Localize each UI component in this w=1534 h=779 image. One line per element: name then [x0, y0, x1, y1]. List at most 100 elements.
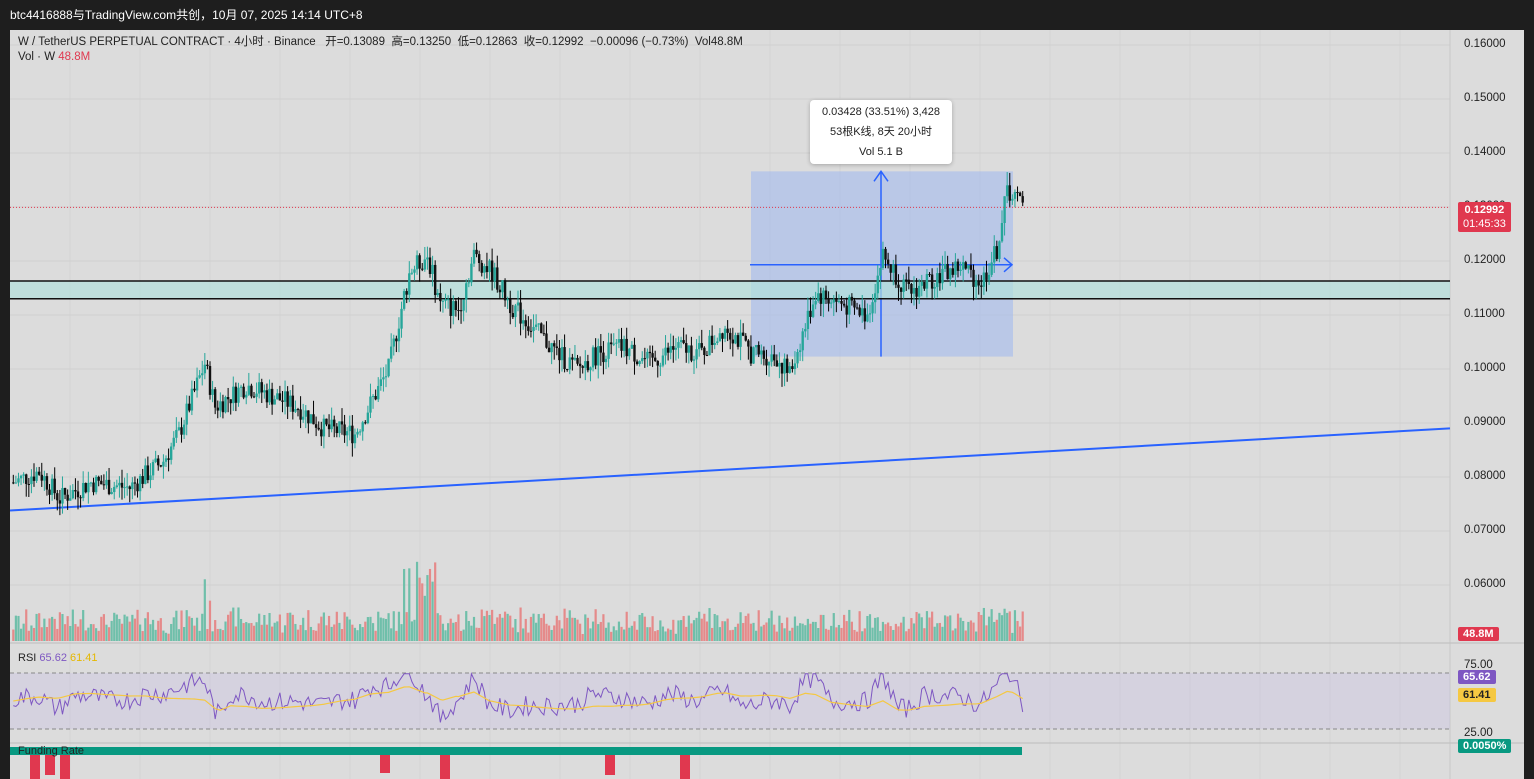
candle-body: [855, 307, 859, 309]
volume-bar: [674, 633, 677, 641]
volume-bar: [234, 626, 237, 641]
candle-body: [892, 264, 895, 273]
candle-body: [687, 345, 691, 353]
close-label: 收: [523, 36, 536, 48]
candle-body: [656, 360, 659, 366]
volume-bar: [177, 629, 181, 641]
rsi-legend[interactable]: RSI 65.62 61.41: [18, 652, 98, 664]
volume-legend[interactable]: Vol · W 48.8M: [18, 51, 90, 63]
volume-bar: [739, 612, 742, 641]
candle-body: [584, 361, 587, 368]
volume-bar: [1016, 620, 1019, 641]
volume-bar: [84, 630, 87, 641]
candle-body: [369, 396, 372, 413]
volume-bar: [211, 631, 214, 641]
volume-bar: [343, 612, 346, 641]
price-axis-tick: 0.15000: [1464, 92, 1506, 104]
candle-body: [133, 482, 137, 484]
volume-bar: [452, 622, 455, 641]
candle-body: [131, 482, 134, 490]
volume-bar: [602, 614, 605, 641]
volume-bar: [286, 612, 289, 641]
volume-bar: [628, 627, 631, 641]
candle-body: [749, 346, 753, 364]
candle-body: [138, 476, 142, 492]
candle-body: [157, 458, 160, 466]
candle-body: [990, 262, 993, 275]
volume-bar: [480, 609, 483, 641]
volume-bar: [931, 611, 934, 641]
low-value: =0.12863: [469, 36, 518, 48]
volume-bar: [568, 610, 571, 641]
candle-body: [446, 299, 450, 301]
candle-body: [1018, 192, 1022, 197]
volume-bar: [281, 632, 284, 641]
volume-bar: [744, 615, 747, 641]
candle-body: [542, 333, 546, 335]
volume-bar: [227, 614, 230, 641]
candle-body: [553, 343, 556, 347]
window-title: btc4416888与TradingView.com共创，10月 07, 202…: [0, 0, 1534, 30]
candle-body: [897, 284, 900, 288]
candle-body: [925, 274, 929, 289]
candle-body: [84, 482, 87, 493]
candle-body: [824, 290, 828, 299]
volume-bar: [690, 623, 693, 641]
candle-body: [646, 351, 649, 359]
volume-bar: [82, 610, 85, 641]
funding-label: Funding Rate: [18, 745, 85, 757]
candle-body: [452, 301, 455, 316]
volume-bar: [107, 627, 111, 641]
volume-bar: [987, 616, 991, 641]
candle-body: [578, 363, 582, 367]
price-chart[interactable]: [10, 30, 1524, 779]
volume-bar: [848, 609, 851, 641]
volume-bar: [527, 632, 530, 641]
volume-bar: [100, 616, 103, 641]
candle-body: [175, 429, 178, 438]
candle-body: [791, 366, 794, 370]
volume-bar: [915, 611, 918, 641]
volume-bar: [692, 620, 696, 641]
volume-bar: [87, 627, 90, 641]
candle-body: [653, 357, 657, 361]
candle-body: [876, 275, 879, 294]
candle-body: [597, 346, 600, 366]
chart-panel[interactable]: W / TetherUS PERPETUAL CONTRACT · 4小时 · …: [10, 30, 1524, 779]
candle-body: [462, 299, 465, 311]
volume-bar: [809, 623, 812, 641]
volume-bar: [783, 628, 786, 641]
candle-body: [775, 360, 779, 367]
candle-body: [788, 366, 791, 373]
candle-body: [56, 493, 59, 501]
volume-bar: [141, 631, 144, 641]
candle-body: [871, 302, 874, 314]
candle-body: [604, 358, 608, 363]
volume-bar: [868, 614, 872, 641]
candle-body: [43, 476, 46, 481]
volume-bar: [382, 618, 385, 641]
volume-bar: [190, 617, 193, 641]
volume-bar: [1011, 632, 1014, 641]
candle-body: [125, 486, 129, 488]
volume-bar: [902, 616, 905, 641]
volume-bar: [519, 607, 522, 641]
candle-body: [255, 393, 258, 397]
symbol-name[interactable]: W / TetherUS PERPETUAL CONTRACT · 4小时 · …: [18, 36, 316, 48]
volume-bar: [664, 631, 667, 641]
candle-body: [159, 465, 163, 467]
volume-bar: [850, 621, 853, 641]
volume-bar: [506, 613, 509, 641]
funding-legend[interactable]: Funding Rate: [18, 745, 84, 757]
candle-body: [716, 341, 719, 343]
candle-body: [835, 299, 838, 302]
candle-body: [837, 300, 841, 302]
candle-body: [573, 357, 577, 360]
volume-bar: [677, 620, 680, 641]
volume-bar: [918, 613, 921, 641]
candle-body: [509, 299, 512, 314]
volume-bar: [630, 625, 633, 641]
volume-bar: [488, 615, 491, 641]
candle-body: [555, 346, 559, 349]
candle-body: [343, 424, 346, 436]
